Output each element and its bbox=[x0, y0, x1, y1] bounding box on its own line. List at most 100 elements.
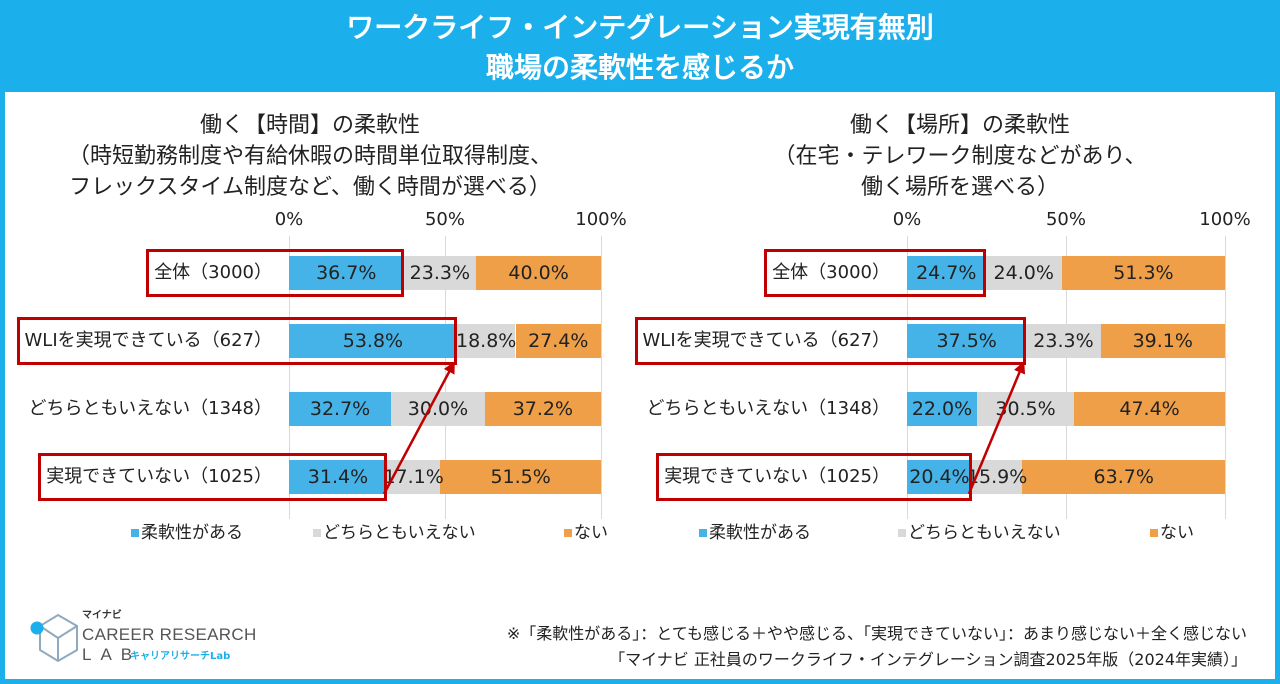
category-label: WLIを実現できている（627） bbox=[642, 330, 891, 351]
legend-swatch-not-flexible bbox=[1150, 529, 1158, 537]
data-label-flexible: 36.7% bbox=[316, 262, 377, 284]
chart-subtitle-line: （時短勤務制度や有給休暇の時間単位取得制度、 bbox=[67, 144, 552, 169]
legend-swatch-flexible bbox=[699, 529, 707, 537]
category-label: WLIを実現できている（627） bbox=[24, 330, 273, 351]
highlight-box bbox=[764, 249, 986, 297]
gridline bbox=[906, 236, 908, 519]
legend-label-neutral: どちらともいえない bbox=[908, 523, 1061, 543]
bar-neutral bbox=[403, 256, 477, 290]
legend-label-neutral: どちらともいえない bbox=[323, 523, 476, 543]
bar-not-flexible bbox=[1022, 460, 1225, 494]
highlight-box bbox=[635, 317, 1027, 365]
data-label-neutral: 18.8% bbox=[455, 330, 517, 352]
category-label: 実現できていない（1025） bbox=[664, 466, 890, 487]
highlight-box bbox=[38, 453, 387, 501]
logo-brand-text: マイナビ bbox=[82, 610, 122, 621]
data-label-flexible: 32.7% bbox=[309, 398, 371, 420]
chart-title-time-flexibility: 働く【時間】の柔軟性 （時短勤務制度や有給休暇の時間単位取得制度、 フレックスタ… bbox=[0, 110, 620, 203]
logo-cube-icon bbox=[30, 613, 78, 663]
x-tick-label: 100% bbox=[1199, 209, 1251, 230]
x-tick-label: 50% bbox=[424, 209, 465, 230]
legend-label-not-flexible: ない bbox=[1160, 523, 1194, 543]
data-label-neutral: 30.0% bbox=[407, 398, 469, 420]
chart-subtitle-line: 働く場所を選べる） bbox=[860, 175, 1059, 200]
chart-subtitle-line: （在宅・テレワーク制度などがあり、 bbox=[773, 144, 1147, 169]
gridline bbox=[1065, 236, 1067, 519]
logo-wordmark-line-1: CAREER RESEARCH bbox=[82, 625, 257, 644]
data-label-neutral: 30.5% bbox=[995, 398, 1056, 420]
legend-label-not-flexible: ない bbox=[574, 523, 608, 543]
highlight-box bbox=[146, 249, 404, 297]
logo-wordmark-line-2: LAB bbox=[82, 645, 142, 664]
gridline bbox=[1224, 236, 1226, 519]
bar-neutral bbox=[391, 392, 485, 426]
data-label-neutral: 23.3% bbox=[409, 262, 471, 284]
bar-flexible bbox=[907, 460, 972, 494]
bar-flexible bbox=[289, 324, 457, 358]
comparison-arrow bbox=[382, 361, 455, 495]
data-label-flexible: 53.8% bbox=[342, 330, 404, 352]
data-label-flexible: 37.5% bbox=[936, 330, 997, 352]
legend-swatch-neutral bbox=[313, 529, 321, 537]
bar-flexible bbox=[907, 324, 1027, 358]
footnote-definition: ※「柔軟性がある」：とても感じる＋やや感じる、「実現できていない」：あまり感じな… bbox=[506, 624, 1247, 643]
bar-flexible bbox=[289, 256, 404, 290]
chart-heading: 働く【時間】の柔軟性 bbox=[199, 113, 420, 138]
comparison-arrow bbox=[967, 361, 1026, 495]
category-label: どちらともいえない（1348） bbox=[28, 398, 272, 419]
gridline bbox=[288, 236, 290, 519]
category-label: 実現できていない（1025） bbox=[46, 466, 272, 487]
data-label-neutral: 24.0% bbox=[993, 262, 1054, 284]
bar-not-flexible bbox=[440, 460, 601, 494]
page-title-line-1: ワークライフ・インテグレーション実現有無別 bbox=[346, 11, 934, 44]
legend-swatch-neutral bbox=[898, 529, 906, 537]
bar-neutral bbox=[985, 256, 1062, 290]
bar-not-flexible bbox=[476, 256, 601, 290]
category-label: 全体（3000） bbox=[772, 262, 890, 283]
bar-neutral bbox=[456, 324, 516, 358]
logo-dot bbox=[30, 621, 44, 635]
page-title-line-2: 職場の柔軟性を感じるか bbox=[485, 51, 794, 84]
logo-tagline: キャリアリサーチLab bbox=[130, 651, 231, 662]
bar-neutral bbox=[977, 392, 1075, 426]
data-label-flexible: 24.7% bbox=[916, 262, 977, 284]
bar-flexible bbox=[289, 460, 387, 494]
data-label-not-flexible: 27.4% bbox=[528, 330, 589, 352]
x-tick-label: 100% bbox=[575, 209, 627, 230]
content-panel bbox=[5, 92, 1275, 679]
x-tick-label: 50% bbox=[1045, 209, 1086, 230]
x-tick-label: 0% bbox=[892, 209, 922, 230]
legend-label-flexible: 柔軟性がある bbox=[141, 523, 243, 543]
data-label-not-flexible: 51.3% bbox=[1113, 262, 1174, 284]
bar-neutral bbox=[386, 460, 441, 494]
data-label-not-flexible: 63.7% bbox=[1093, 466, 1154, 488]
bar-flexible bbox=[907, 256, 986, 290]
data-label-flexible: 31.4% bbox=[307, 466, 369, 488]
data-label-not-flexible: 47.4% bbox=[1119, 398, 1180, 420]
bar-flexible bbox=[907, 392, 978, 426]
data-label-not-flexible: 40.0% bbox=[508, 262, 569, 284]
bar-not-flexible bbox=[1061, 256, 1225, 290]
highlight-box bbox=[656, 453, 972, 501]
data-label-neutral: 23.3% bbox=[1033, 330, 1094, 352]
footnote-source: 「マイナビ 正社員のワークライフ・インテグレーション調査2025年版（2024年… bbox=[609, 650, 1247, 669]
chart-subtitle-line: フレックスタイム制度など、働く時間が選べる） bbox=[69, 175, 551, 200]
bar-flexible bbox=[289, 392, 392, 426]
gridline bbox=[600, 236, 602, 519]
highlight-box bbox=[17, 317, 457, 365]
chart-heading: 働く【場所】の柔軟性 bbox=[849, 113, 1070, 138]
category-label: どちらともいえない（1348） bbox=[646, 398, 890, 419]
title-banner: ワークライフ・インテグレーション実現有無別 職場の柔軟性を感じるか bbox=[0, 0, 1280, 92]
bar-not-flexible bbox=[484, 392, 601, 426]
legend-label-flexible: 柔軟性がある bbox=[709, 523, 811, 543]
chart-title-place-flexibility: 働く【場所】の柔軟性 （在宅・テレワーク制度などがあり、 働く場所を選べる） bbox=[660, 110, 1260, 203]
category-label: 全体（3000） bbox=[154, 262, 272, 283]
bar-neutral bbox=[1026, 324, 1101, 358]
data-label-not-flexible: 51.5% bbox=[490, 466, 551, 488]
bar-not-flexible bbox=[1074, 392, 1225, 426]
x-tick-label: 0% bbox=[274, 209, 304, 230]
data-label-neutral: 17.1% bbox=[383, 466, 444, 488]
